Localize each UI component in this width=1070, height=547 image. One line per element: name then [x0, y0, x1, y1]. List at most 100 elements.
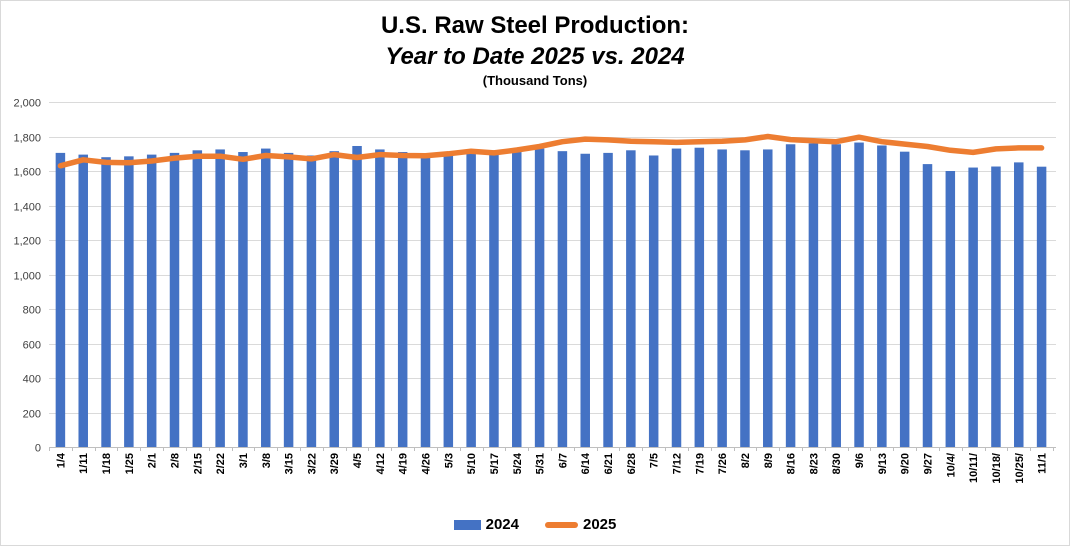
bar-2024 — [968, 167, 978, 448]
bar-2024 — [534, 148, 545, 447]
bar-2024 — [922, 164, 933, 447]
x-axis-tick-label: 5/10 — [466, 453, 478, 474]
bar-2024 — [1036, 166, 1047, 447]
legend-bar-swatch-icon — [453, 519, 481, 530]
x-axis-tick-label: 9/6 — [854, 453, 866, 468]
bar-2024 — [1014, 162, 1024, 448]
bar-2024 — [306, 155, 317, 448]
bar-2024 — [945, 171, 956, 447]
x-axis-tick-label: 2/22 — [215, 453, 227, 474]
bar-2024 — [78, 154, 88, 448]
bar-2024 — [648, 155, 659, 448]
legend-label-2025: 2025 — [583, 516, 617, 533]
x-axis-tick-label: 6/14 — [580, 452, 592, 474]
bar-2024 — [808, 143, 819, 447]
chart-units-label: (Thousand Tons) — [482, 73, 588, 89]
bar-2024 — [169, 152, 180, 447]
bar-2024 — [899, 151, 910, 447]
x-axis-tick-label: 2/1 — [147, 453, 159, 468]
line-2025 — [57, 133, 1045, 169]
x-axis-tick-label: 8/23 — [808, 453, 820, 474]
chart-title-block: U.S. Raw Steel Production: Year to Date … — [1, 12, 1069, 89]
x-axis-tick-label: 8/9 — [763, 453, 775, 468]
x-axis-tick-label: 8/16 — [786, 453, 798, 474]
x-axis-tick-label: 10/4/ — [945, 453, 957, 477]
x-axis-tick-label: 8/2 — [740, 453, 752, 468]
bar-2024 — [671, 148, 682, 447]
legend-item-2025: 2025 — [545, 516, 616, 533]
bar-2024 — [489, 150, 499, 448]
x-axis-tick-label: 1/11 — [78, 453, 90, 474]
x-axis-tick-label: 3/29 — [329, 453, 341, 474]
x-axis-tick-label: 3/15 — [284, 453, 296, 474]
legend-line-swatch-icon — [545, 521, 578, 528]
x-axis-tick-label: 4/5 — [352, 453, 364, 468]
x-axis-tick-label: 10/25/ — [1014, 453, 1026, 484]
y-axis-tick-label: 0 — [35, 443, 41, 455]
bar-2024 — [329, 151, 339, 447]
x-axis-tick-label: 5/17 — [489, 453, 501, 474]
y-axis-tick-label: 1,200 — [13, 236, 41, 248]
bar-2024 — [352, 145, 362, 448]
y-axis-tick-label: 1,000 — [13, 271, 41, 283]
x-axis-tick-label: 2/15 — [192, 453, 204, 474]
bar-2024 — [557, 151, 568, 447]
bar-2024 — [101, 157, 111, 447]
x-axis-tick-label: 7/5 — [649, 453, 661, 468]
x-axis-tick-label: 1/18 — [101, 453, 113, 474]
y-axis-tick-label: 1,400 — [13, 202, 41, 214]
x-axis-tick-label: 6/21 — [603, 453, 615, 474]
bar-2024 — [124, 156, 134, 447]
chart-legend: 2024 2025 — [1, 516, 1069, 533]
bar-2024 — [831, 144, 841, 447]
bar-2024 — [580, 153, 590, 447]
bar-2024 — [443, 153, 454, 447]
x-axis-tick-label: 4/26 — [421, 453, 433, 474]
x-axis-tick-label: 4/12 — [375, 453, 387, 474]
x-axis-tick-label: 8/30 — [831, 453, 843, 474]
bar-2024 — [420, 155, 431, 448]
y-axis-tick-label: 200 — [23, 409, 41, 421]
x-axis-tick-label: 5/24 — [512, 452, 524, 474]
x-axis-tick-label: 10/18/ — [991, 453, 1003, 484]
y-axis-tick-label: 600 — [23, 340, 41, 352]
bar-2024 — [215, 149, 225, 447]
x-axis-tick-label: 11/1 — [1037, 453, 1049, 474]
bar-2024 — [854, 142, 864, 448]
bar-2024 — [512, 152, 522, 447]
legend-item-2024: 2024 — [453, 516, 519, 533]
x-axis-tick-label: 9/27 — [923, 453, 935, 474]
y-axis-tick-label: 800 — [23, 305, 41, 317]
bar-2024 — [626, 150, 636, 448]
x-axis-tick-label: 3/8 — [261, 453, 273, 468]
x-axis-tick-label: 2/8 — [170, 453, 182, 468]
bar-2024 — [694, 147, 705, 447]
x-axis-tick-label: 9/13 — [877, 453, 889, 474]
bar-2024 — [785, 144, 796, 447]
x-axis-tick-label: 5/31 — [535, 453, 547, 474]
x-axis-tick-label: 7/19 — [694, 453, 706, 474]
bar-2024 — [603, 152, 613, 447]
bar-2024 — [375, 149, 385, 447]
bar-2024 — [397, 152, 408, 447]
x-axis-tick-label: 7/12 — [672, 453, 684, 474]
bar-2024 — [146, 154, 157, 448]
y-axis-tick-label: 1,600 — [13, 167, 41, 179]
x-axis-tick-label: 10/11/ — [968, 453, 980, 483]
legend-label-2024: 2024 — [485, 516, 519, 533]
x-axis-tick-label: 6/7 — [557, 453, 569, 468]
x-axis-tick-label: 1/25 — [124, 453, 136, 474]
x-axis-tick-label: 6/28 — [626, 453, 638, 474]
x-axis-tick-label: 7/26 — [717, 453, 729, 474]
bar-2024 — [877, 145, 887, 447]
bar-2024 — [55, 152, 66, 447]
x-axis-tick-label: 4/19 — [398, 453, 410, 474]
y-axis-tick-label: 2,000 — [13, 98, 41, 110]
bar-2024 — [466, 151, 476, 447]
chart-subtitle: Year to Date 2025 vs. 2024 — [385, 42, 685, 70]
x-axis-tick-label: 3/22 — [306, 453, 318, 474]
x-axis-tick-label: 9/20 — [900, 453, 912, 474]
bar-2024 — [192, 150, 203, 448]
x-axis-tick-label: 5/3 — [443, 453, 455, 468]
